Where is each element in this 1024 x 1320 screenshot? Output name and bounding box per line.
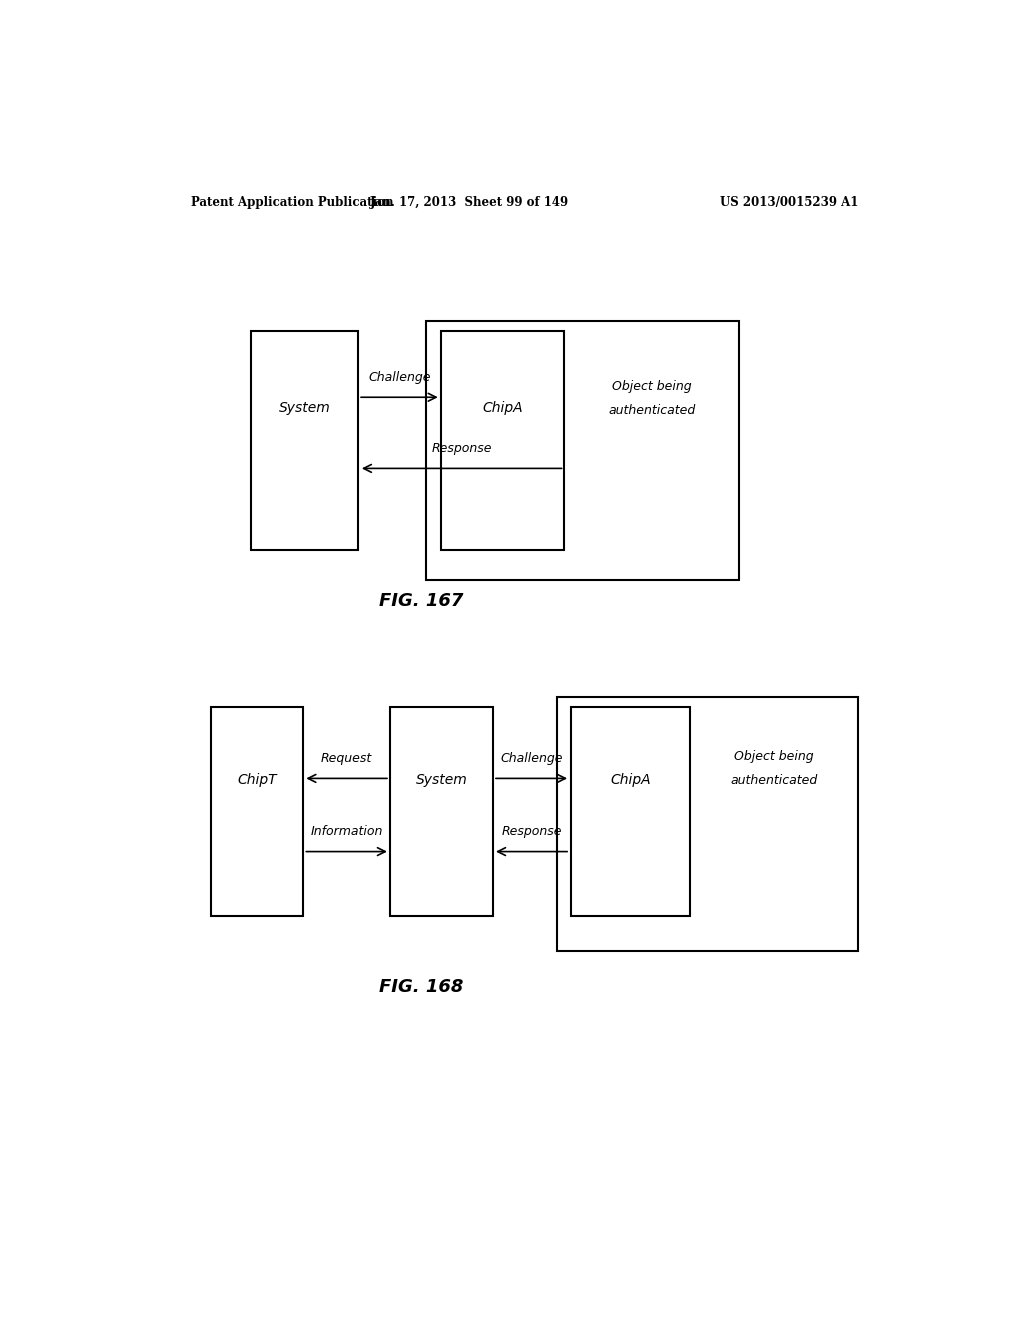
Text: FIG. 168: FIG. 168 — [380, 978, 464, 995]
Bar — [211, 708, 303, 916]
Bar — [390, 708, 494, 916]
Text: Object being: Object being — [612, 380, 691, 393]
Text: authenticated: authenticated — [730, 774, 817, 787]
Text: Jan. 17, 2013  Sheet 99 of 149: Jan. 17, 2013 Sheet 99 of 149 — [370, 195, 568, 209]
Bar — [570, 708, 690, 916]
Text: Response: Response — [502, 825, 562, 838]
Text: System: System — [416, 774, 467, 787]
Text: authenticated: authenticated — [608, 404, 695, 417]
Text: ChipA: ChipA — [482, 401, 523, 414]
Text: Patent Application Publication: Patent Application Publication — [191, 195, 394, 209]
Text: ChipA: ChipA — [610, 774, 650, 787]
Text: Request: Request — [321, 752, 373, 766]
Text: Object being: Object being — [734, 750, 814, 763]
Bar — [557, 697, 858, 952]
Text: Challenge: Challenge — [501, 752, 563, 766]
Text: US 2013/0015239 A1: US 2013/0015239 A1 — [720, 195, 858, 209]
Text: FIG. 167: FIG. 167 — [380, 591, 464, 610]
Bar — [426, 321, 739, 581]
Bar — [251, 331, 358, 549]
Text: System: System — [279, 401, 331, 414]
Text: Challenge: Challenge — [369, 371, 431, 384]
Text: Information: Information — [310, 825, 383, 838]
Text: Response: Response — [431, 442, 492, 455]
Bar — [441, 331, 564, 549]
Text: ChipT: ChipT — [238, 774, 276, 787]
